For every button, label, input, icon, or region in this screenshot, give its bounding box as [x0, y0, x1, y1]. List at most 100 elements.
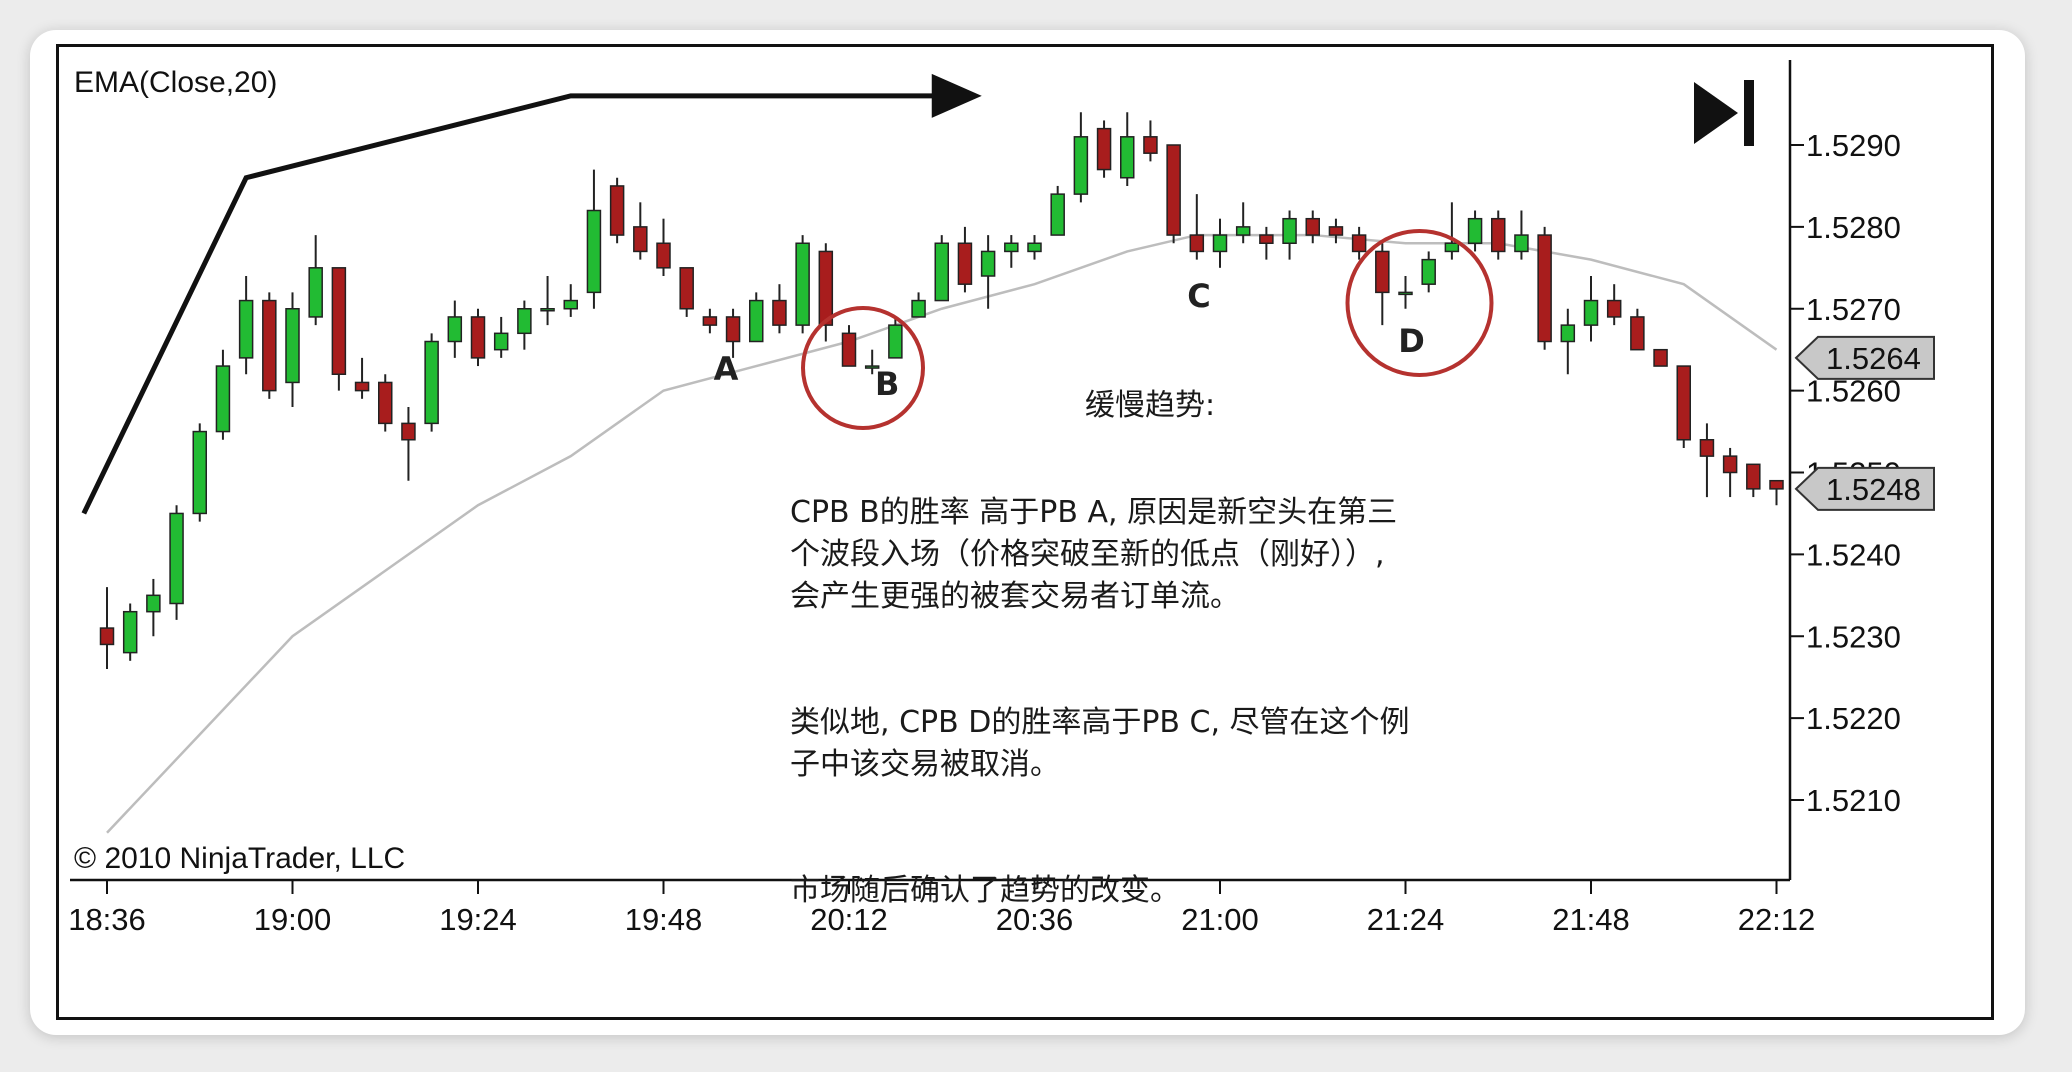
y-tick-label: 1.5210	[1806, 783, 1901, 818]
candle-body	[1653, 348, 1668, 367]
candle-body	[656, 242, 671, 269]
candle-body	[864, 365, 880, 369]
x-tick-label: 20:12	[810, 902, 888, 937]
y-tick-label: 1.5270	[1806, 292, 1901, 327]
candle-body	[888, 324, 903, 359]
price-tag	[1794, 466, 1935, 511]
trend-arrow-head	[931, 73, 982, 118]
candle-body	[1769, 479, 1784, 490]
trend-line	[81, 93, 942, 515]
candle-body	[1143, 136, 1158, 154]
marker-label: B	[875, 365, 899, 403]
candle-body	[795, 242, 810, 326]
candle-body	[354, 381, 370, 392]
indicator-label: EMA(Close,20)	[74, 66, 278, 99]
candle-body	[1583, 299, 1599, 326]
candle-body	[679, 267, 694, 310]
candle-body	[285, 308, 300, 384]
candle-body	[1166, 144, 1181, 236]
x-tick-label: 21:24	[1367, 902, 1445, 937]
candle-body	[401, 422, 416, 441]
annotation-text: CPB B的胜率 高于PB A, 原因是新空头在第三 个波段入场（价格突破至新的…	[790, 450, 1650, 996]
y-tick-label: 1.5290	[1806, 128, 1901, 163]
candle-body	[1560, 324, 1576, 343]
annotation-paragraph: 市场随后确认了趋势的改变。	[790, 873, 1180, 908]
candle-body	[517, 308, 532, 335]
candle-body	[1606, 299, 1622, 318]
candle-body	[841, 332, 857, 367]
chart-frame	[56, 44, 1994, 1020]
candle-body	[1467, 217, 1483, 244]
candle-body	[1398, 291, 1413, 296]
marker-label: A	[714, 350, 739, 388]
candle-body	[1746, 463, 1761, 490]
marker-label: D	[1398, 322, 1425, 360]
candle-body	[192, 430, 207, 515]
candle-body	[1630, 316, 1645, 351]
candle-body	[1699, 439, 1715, 457]
x-tick-label: 19:24	[439, 902, 517, 937]
candle-body	[1050, 193, 1065, 236]
x-tick-label: 21:48	[1552, 902, 1630, 937]
x-tick-label: 18:36	[68, 902, 146, 937]
candle-body	[169, 512, 184, 605]
y-tick-label: 1.5240	[1806, 537, 1901, 572]
candle-body	[331, 267, 347, 375]
y-tick-label: 1.5230	[1806, 619, 1901, 654]
candle-body	[1537, 234, 1552, 343]
candle-body	[1375, 250, 1390, 294]
candle-body	[702, 316, 718, 326]
candle-body	[749, 299, 764, 343]
candle-body	[1351, 234, 1367, 253]
candle-body	[1305, 217, 1320, 236]
annotation-title: 缓慢趋势:	[1085, 388, 1216, 423]
x-tick-label: 19:00	[254, 902, 332, 937]
candle-body	[1073, 136, 1089, 195]
candle-body	[540, 308, 555, 312]
highlight-circle	[1345, 229, 1494, 377]
candle-body	[1328, 226, 1344, 236]
x-tick-label: 21:00	[1181, 902, 1259, 937]
candle-body	[934, 242, 949, 302]
candle-body	[1514, 234, 1529, 253]
candle-body	[215, 365, 231, 433]
candle-body	[957, 242, 973, 285]
candle-body	[818, 250, 834, 326]
x-tick-label: 19:48	[625, 902, 703, 937]
y-tick-label: 1.5280	[1806, 210, 1901, 245]
candle-body	[262, 299, 277, 392]
candle-body	[122, 610, 138, 654]
price-tag-label: 1.5248	[1826, 472, 1921, 507]
candle-body	[609, 185, 625, 236]
candle-body	[146, 594, 161, 613]
candle-body	[308, 267, 323, 318]
candle-body	[1096, 127, 1112, 171]
candle-body	[911, 299, 926, 318]
candle-body	[1235, 226, 1251, 236]
candle-body	[563, 299, 578, 310]
candle-body	[586, 209, 602, 294]
candle-body	[1120, 136, 1135, 179]
annotation-paragraph: CPB B的胜率 高于PB A, 原因是新空头在第三 个波段入场（价格突破至新的…	[790, 495, 1398, 614]
copyright-text: © 2010 NinjaTrader, LLC	[74, 842, 406, 875]
x-tick-label: 22:12	[1738, 902, 1816, 937]
candle-body	[378, 381, 393, 425]
candle-body	[1004, 242, 1019, 253]
candle-body	[238, 299, 254, 359]
x-tick-label: 20:36	[996, 902, 1074, 937]
price-tag-label: 1.5264	[1826, 341, 1921, 376]
marker-label: C	[1187, 277, 1210, 315]
candle-body	[633, 226, 648, 253]
candle-body	[1722, 455, 1738, 474]
candle-body	[1421, 258, 1436, 285]
annotation-paragraph: 类似地, CPB D的胜率高于PB C, 尽管在这个例 子中该交易被取消。	[790, 705, 1410, 782]
candle-body	[725, 316, 741, 343]
highlight-circle	[801, 306, 925, 430]
skip-to-end-icon[interactable]	[1690, 78, 1760, 148]
candle-body	[1189, 234, 1205, 253]
candle-body	[1259, 234, 1274, 244]
candle-body	[1282, 217, 1297, 244]
y-tick-label: 1.5220	[1806, 701, 1901, 736]
candle-body	[99, 627, 115, 646]
